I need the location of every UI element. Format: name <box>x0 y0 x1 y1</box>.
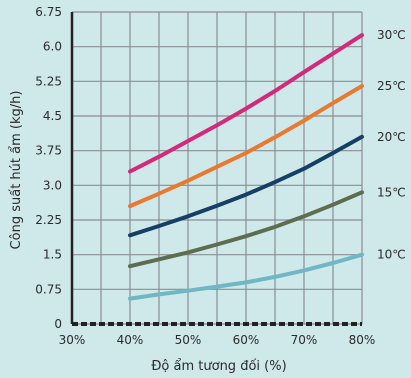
x-tick-label: 60% <box>233 333 260 347</box>
series-label-2: 20℃ <box>377 130 406 144</box>
y-tick-label: 6.75 <box>35 5 62 19</box>
series-lines <box>128 33 364 301</box>
y-tick-label: 1.5 <box>43 248 62 262</box>
axes <box>70 12 362 326</box>
series-label-4: 10℃ <box>377 248 406 262</box>
x-tick-label: 50% <box>175 333 202 347</box>
series-line-2 <box>128 134 364 238</box>
series-labels: 30℃ 25℃ 20℃ 15℃ 10℃ <box>377 28 406 262</box>
y-tick-label: 3.0 <box>43 178 62 192</box>
y-tick-label: 4.5 <box>43 109 62 123</box>
y-tick-label: 6.0 <box>43 40 62 54</box>
series-label-3: 15℃ <box>377 185 406 199</box>
x-tick-labels: 30% 40% 50% 60% 70% 80% <box>59 333 376 347</box>
y-tick-label: 0 <box>54 317 62 331</box>
y-tick-label: 3.75 <box>35 144 62 158</box>
y-tick-labels: 0 0.75 1.5 2.25 3.0 3.75 4.5 5.25 6.0 6.75 <box>35 5 62 331</box>
x-tick-label: 80% <box>349 333 376 347</box>
grid-lines <box>71 11 363 325</box>
y-tick-label: 0.75 <box>35 282 62 296</box>
x-axis-label: Độ ẩm tương đối (%) <box>151 359 286 374</box>
series-line-0 <box>128 33 364 174</box>
x-tick-label: 70% <box>291 333 318 347</box>
y-tick-label: 5.25 <box>35 74 62 88</box>
x-tick-label: 40% <box>117 333 144 347</box>
series-label-0: 30℃ <box>377 28 406 42</box>
series-line-1 <box>128 84 364 209</box>
y-axis-label: Công suất hút ẩm (kg/h) <box>9 91 24 250</box>
series-line-3 <box>128 190 364 269</box>
y-tick-label: 2.25 <box>35 213 62 227</box>
series-line-4 <box>128 252 364 301</box>
series-label-1: 25℃ <box>377 79 406 93</box>
x-tick-label: 30% <box>59 333 86 347</box>
